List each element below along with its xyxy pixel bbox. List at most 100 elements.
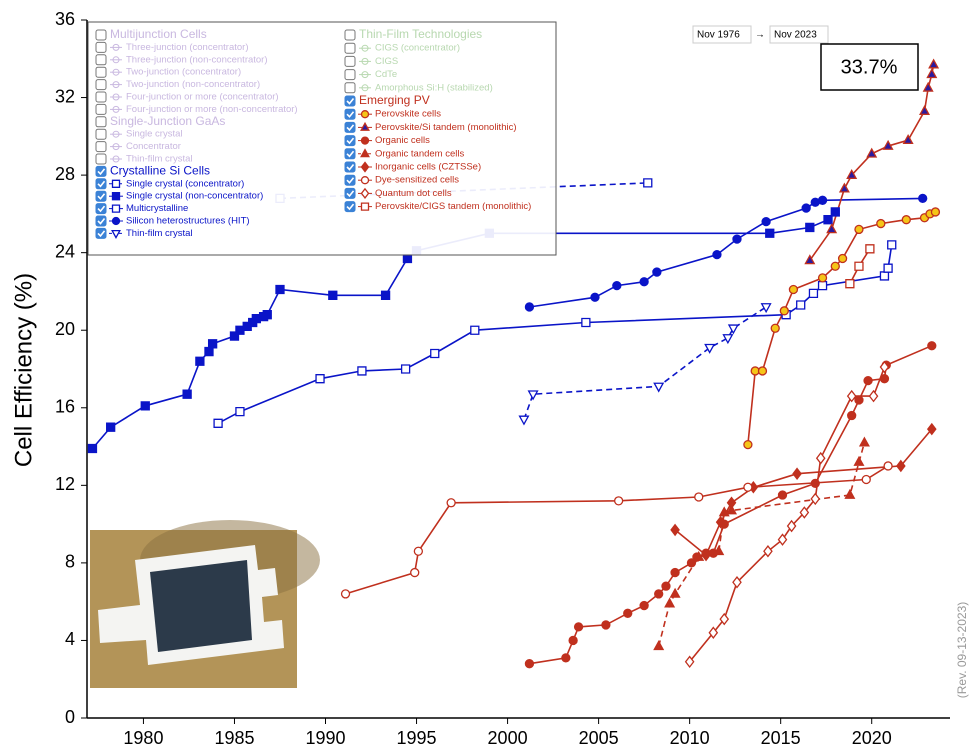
marker <box>447 499 455 507</box>
revision: (Rev. 09-13-2023) <box>955 602 969 699</box>
marker <box>780 307 788 315</box>
marker <box>920 106 929 114</box>
legend-item: Perovskite/Si tandem (monolithic) <box>375 122 517 133</box>
marker <box>729 325 738 333</box>
legend-group-title: Emerging PV <box>359 93 430 107</box>
marker <box>855 396 863 404</box>
marker <box>839 254 847 262</box>
marker <box>855 262 863 270</box>
legend-checkbox[interactable] <box>345 96 355 106</box>
marker <box>654 641 663 649</box>
legend-checkbox[interactable] <box>345 43 355 53</box>
legend-checkbox[interactable] <box>345 70 355 80</box>
legend-item: CIGS (concentrator) <box>375 43 460 54</box>
marker <box>209 340 217 348</box>
marker <box>880 272 888 280</box>
legend-checkbox[interactable] <box>96 92 106 102</box>
marker <box>819 274 827 282</box>
legend-checkbox[interactable] <box>96 117 106 127</box>
legend-checkbox[interactable] <box>345 109 355 119</box>
legend-checkbox[interactable] <box>96 216 106 226</box>
legend-checkbox[interactable] <box>345 136 355 146</box>
legend-checkbox[interactable] <box>96 228 106 238</box>
legend-item: Three-junction (non-concentrator) <box>126 54 268 65</box>
legend-checkbox[interactable] <box>345 30 355 40</box>
y-tick-label: 24 <box>55 241 75 261</box>
marker <box>602 621 610 629</box>
marker <box>904 135 913 143</box>
y-tick-label: 28 <box>55 164 75 184</box>
legend-icon <box>362 177 369 184</box>
marker <box>929 60 938 68</box>
legend-checkbox[interactable] <box>96 129 106 139</box>
legend-checkbox[interactable] <box>345 202 355 212</box>
x-tick-label: 2000 <box>488 728 528 748</box>
legend-checkbox[interactable] <box>96 166 106 176</box>
marker <box>817 453 825 463</box>
page: {"chart_data": {"type": "line", "y_label… <box>0 0 977 750</box>
legend-icon <box>113 193 120 200</box>
legend-checkbox[interactable] <box>96 104 106 114</box>
marker <box>403 254 411 262</box>
series-line <box>529 198 922 307</box>
legend-item: Inorganic cells (CZTSSe) <box>375 162 481 173</box>
marker <box>236 408 244 416</box>
legend-group-title: Multijunction Cells <box>110 27 207 41</box>
marker <box>525 303 533 311</box>
date-from[interactable]: Nov 1976 <box>697 30 740 41</box>
legend-item: Single crystal (non-concentrator) <box>126 191 263 202</box>
legend-item: Three-junction (concentrator) <box>126 42 249 53</box>
legend-item: Four-junction or more (concentrator) <box>126 92 279 103</box>
legend-item: Perovskite cells <box>375 109 441 120</box>
marker <box>809 289 817 297</box>
legend-checkbox[interactable] <box>345 188 355 198</box>
legend-icon <box>362 137 369 144</box>
marker <box>877 220 885 228</box>
marker <box>582 318 590 326</box>
legend-checkbox[interactable] <box>345 122 355 132</box>
marker <box>766 229 774 237</box>
legend-checkbox[interactable] <box>345 83 355 93</box>
legend-checkbox[interactable] <box>345 162 355 172</box>
y-tick-label: 36 <box>55 9 75 29</box>
legend-checkbox[interactable] <box>96 42 106 52</box>
marker <box>402 365 410 373</box>
x-tick-label: 2015 <box>761 728 801 748</box>
marker <box>928 342 936 350</box>
marker <box>884 264 892 272</box>
marker <box>733 235 741 243</box>
marker <box>591 293 599 301</box>
legend-checkbox[interactable] <box>96 142 106 152</box>
legend-item: Dye-sensitized cells <box>375 175 459 186</box>
marker <box>855 225 863 233</box>
legend-checkbox[interactable] <box>96 30 106 40</box>
marker <box>562 654 570 662</box>
marker <box>471 326 479 334</box>
photo-cell <box>150 560 252 652</box>
date-arrow: → <box>755 30 765 41</box>
marker <box>329 291 337 299</box>
legend-checkbox[interactable] <box>96 80 106 90</box>
date-to[interactable]: Nov 2023 <box>774 30 817 41</box>
legend-checkbox[interactable] <box>96 55 106 65</box>
marker <box>862 476 870 484</box>
x-tick-label: 2010 <box>670 728 710 748</box>
legend-item: Perovskite/CIGS tandem (monolithic) <box>375 201 531 212</box>
legend-checkbox[interactable] <box>96 154 106 164</box>
marker <box>183 390 191 398</box>
legend-checkbox[interactable] <box>345 56 355 66</box>
legend-checkbox[interactable] <box>96 179 106 189</box>
marker <box>819 196 827 204</box>
legend-checkbox[interactable] <box>345 149 355 159</box>
legend-checkbox[interactable] <box>345 175 355 185</box>
legend-checkbox[interactable] <box>96 204 106 214</box>
x-tick-label: 2005 <box>579 728 619 748</box>
marker <box>778 491 786 499</box>
marker <box>644 179 652 187</box>
marker <box>797 301 805 309</box>
y-tick-label: 8 <box>65 552 75 572</box>
legend-checkbox[interactable] <box>96 191 106 201</box>
legend-item: Thin-film crystal <box>126 228 193 239</box>
legend-checkbox[interactable] <box>96 67 106 77</box>
chart: Cell Efficiency (%) Nov 1976 → Nov 2023 … <box>0 0 977 750</box>
